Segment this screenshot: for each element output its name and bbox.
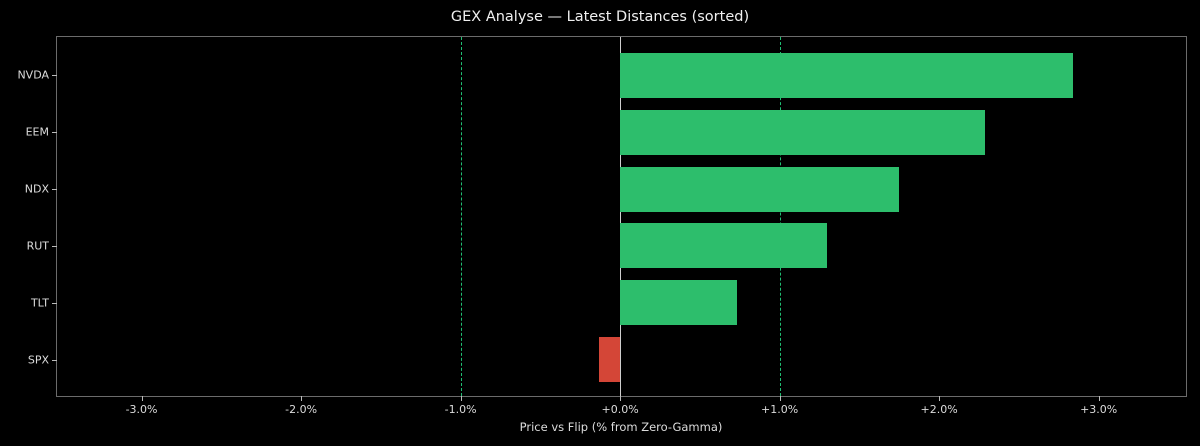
- y-label-spx: SPX: [27, 353, 49, 367]
- x-tick: [620, 396, 622, 401]
- x-tick: [939, 396, 941, 401]
- threshold-line: [460, 37, 462, 396]
- x-axis-title: Price vs Flip (% from Zero-Gamma): [519, 420, 723, 434]
- bar-tlt[interactable]: [620, 280, 737, 326]
- y-label-ndx: NDX: [24, 182, 49, 196]
- x-tick-label: -3.0%: [125, 403, 158, 416]
- bar-ndx[interactable]: [620, 166, 900, 212]
- bar-nvda[interactable]: [620, 52, 1074, 98]
- bar-rut[interactable]: [620, 223, 828, 269]
- y-tick: [52, 359, 57, 361]
- x-tick: [141, 396, 143, 401]
- y-tick: [52, 189, 57, 191]
- x-tick: [301, 396, 303, 401]
- threshold-line: [779, 37, 781, 396]
- x-tick: [779, 396, 781, 401]
- x-tick-label: -2.0%: [285, 403, 318, 416]
- y-tick: [52, 132, 57, 134]
- y-tick: [52, 75, 57, 77]
- y-label-nvda: NVDA: [17, 68, 49, 82]
- y-label-rut: RUT: [26, 239, 49, 253]
- zero-line: [620, 37, 622, 396]
- x-tick-label: +3.0%: [1080, 403, 1118, 416]
- y-tick: [52, 245, 57, 247]
- bar-eem[interactable]: [620, 109, 986, 155]
- bar-spx[interactable]: [599, 337, 621, 383]
- x-tick-label: +2.0%: [920, 403, 958, 416]
- y-tick: [52, 302, 57, 304]
- y-label-eem: EEM: [25, 125, 49, 139]
- x-tick-label: +1.0%: [761, 403, 799, 416]
- chart-title: GEX Analyse — Latest Distances (sorted): [450, 9, 750, 25]
- y-label-tlt: TLT: [30, 296, 49, 310]
- x-tick-label: -1.0%: [444, 403, 477, 416]
- plot-area: NVDA EEM NDX RUT TLT SPX -3.0% -2.0% -1.0% +0.0% +…: [17, 36, 1187, 416]
- x-tick: [460, 396, 462, 401]
- x-tick: [1098, 396, 1100, 401]
- x-tick-label: +0.0%: [601, 403, 639, 416]
